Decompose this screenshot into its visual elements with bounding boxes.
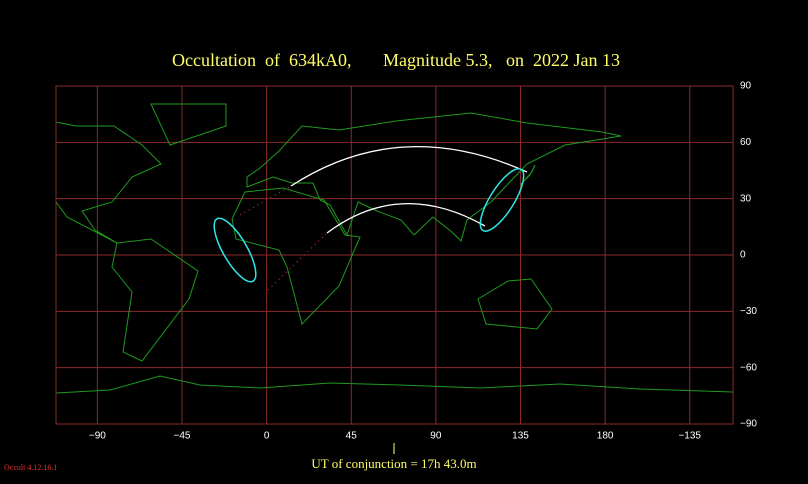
- x-tick-label: −135: [678, 431, 701, 442]
- y-tick-label: 60: [740, 137, 752, 148]
- x-tick-label: −45: [174, 431, 191, 442]
- chart-title: Occultation of 634kA0, Magnitude 5.3, on…: [172, 50, 620, 70]
- south-limit: [326, 203, 486, 234]
- plot-frame: [55, 85, 734, 425]
- x-tick-label: 0: [264, 431, 270, 442]
- north-america: [55, 121, 162, 244]
- y-tick-label: −30: [740, 306, 757, 317]
- occultation-paths: [213, 146, 528, 291]
- south-america: [111, 238, 199, 362]
- north-limit: [290, 146, 528, 187]
- grid: [56, 85, 733, 425]
- y-tick-label: −90: [740, 419, 757, 430]
- eurasia: [246, 112, 622, 242]
- version: Occult 4.12.16.1: [4, 463, 57, 472]
- y-tick-label: 90: [740, 81, 752, 92]
- y-tick-label: −60: [740, 362, 757, 373]
- antarctica: [55, 375, 734, 394]
- y-tick-label: 30: [740, 193, 752, 204]
- coastlines: [55, 103, 734, 394]
- japan: [519, 164, 536, 186]
- y-tick-label: 0: [740, 250, 746, 261]
- end-ellipse: [479, 168, 525, 232]
- x-tick-label: −90: [89, 431, 106, 442]
- x-tick-label: 180: [597, 431, 614, 442]
- x-tick-label: 135: [512, 431, 529, 442]
- australia: [477, 278, 553, 330]
- footer: UT of conjunction = 17h 43.0m: [311, 456, 476, 471]
- greenland: [150, 103, 227, 146]
- x-tick-label: 90: [430, 431, 442, 442]
- africa: [231, 187, 361, 325]
- start-ellipse: [213, 217, 257, 283]
- x-tick-label: 45: [346, 431, 358, 442]
